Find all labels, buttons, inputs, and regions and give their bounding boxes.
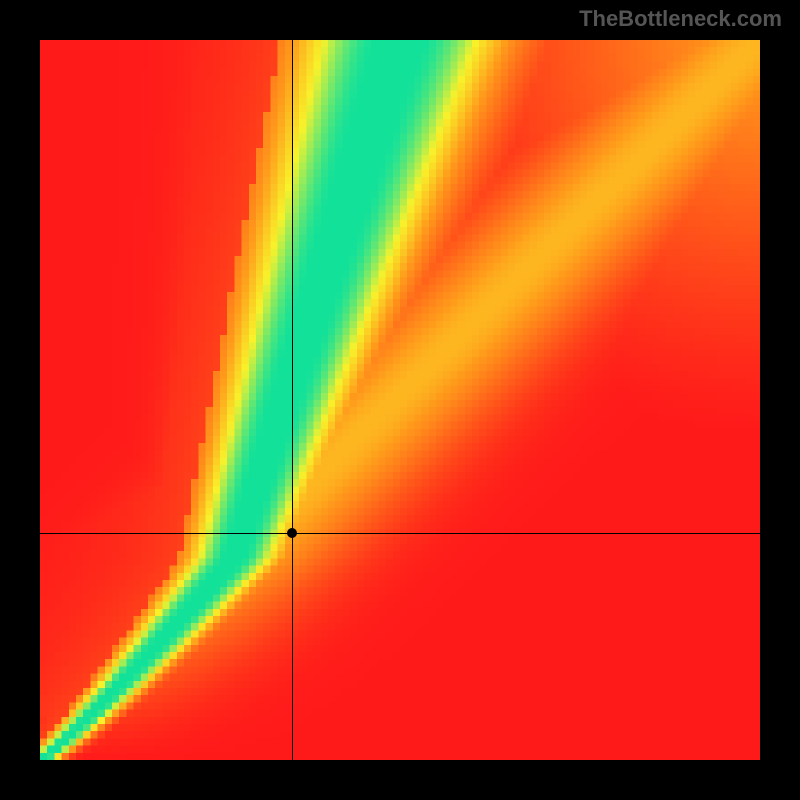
crosshair-vertical: [292, 40, 293, 760]
crosshair-marker: [287, 528, 297, 538]
crosshair-horizontal: [40, 533, 760, 534]
plot-area: [40, 40, 760, 760]
chart-container: TheBottleneck.com: [0, 0, 800, 800]
watermark-text: TheBottleneck.com: [579, 6, 782, 32]
heatmap-canvas: [40, 40, 760, 760]
